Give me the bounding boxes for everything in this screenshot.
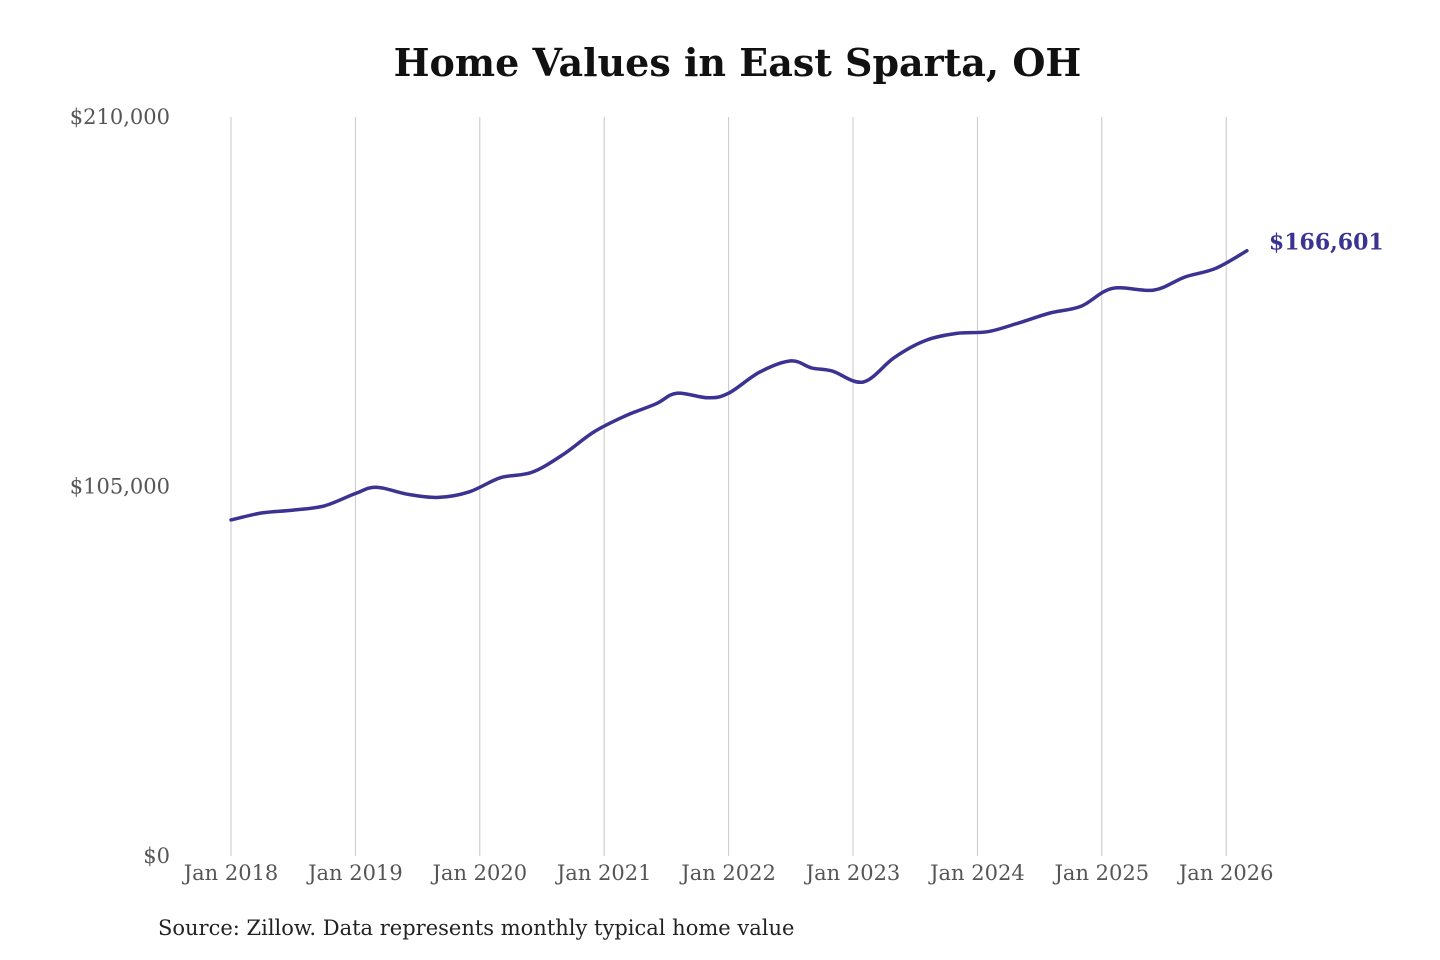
x-tick-label: Jan 2018 (182, 861, 279, 885)
series-group (229, 248, 1249, 522)
x-tick-label: Jan 2019 (306, 861, 403, 885)
x-tick-label: Jan 2021 (555, 861, 652, 885)
chart-title: Home Values in East Sparta, OH (393, 40, 1082, 85)
y-tick-label: $0 (143, 844, 170, 868)
x-tick-label: Jan 2022 (679, 861, 776, 885)
y-tick-label: $210,000 (70, 105, 170, 129)
end-value-label: $166,601 (1269, 230, 1384, 256)
y-axis: $0 $105,000 $210,000 (70, 105, 170, 868)
source-note: Source: Zillow. Data represents monthly … (158, 916, 795, 940)
x-tick-label: Jan 2024 (928, 861, 1025, 885)
x-tick-label: Jan 2020 (431, 861, 528, 885)
annotations: $166,601 (1269, 230, 1384, 256)
x-tick-label: Jan 2025 (1053, 861, 1150, 885)
x-tick-label: Jan 2023 (804, 861, 901, 885)
x-axis: Jan 2018 Jan 2019 Jan 2020 Jan 2021 Jan 2022… (182, 861, 1274, 885)
series-line (229, 248, 1249, 522)
x-tick-label: Jan 2026 (1177, 861, 1274, 885)
y-tick-label: $105,000 (70, 475, 170, 499)
